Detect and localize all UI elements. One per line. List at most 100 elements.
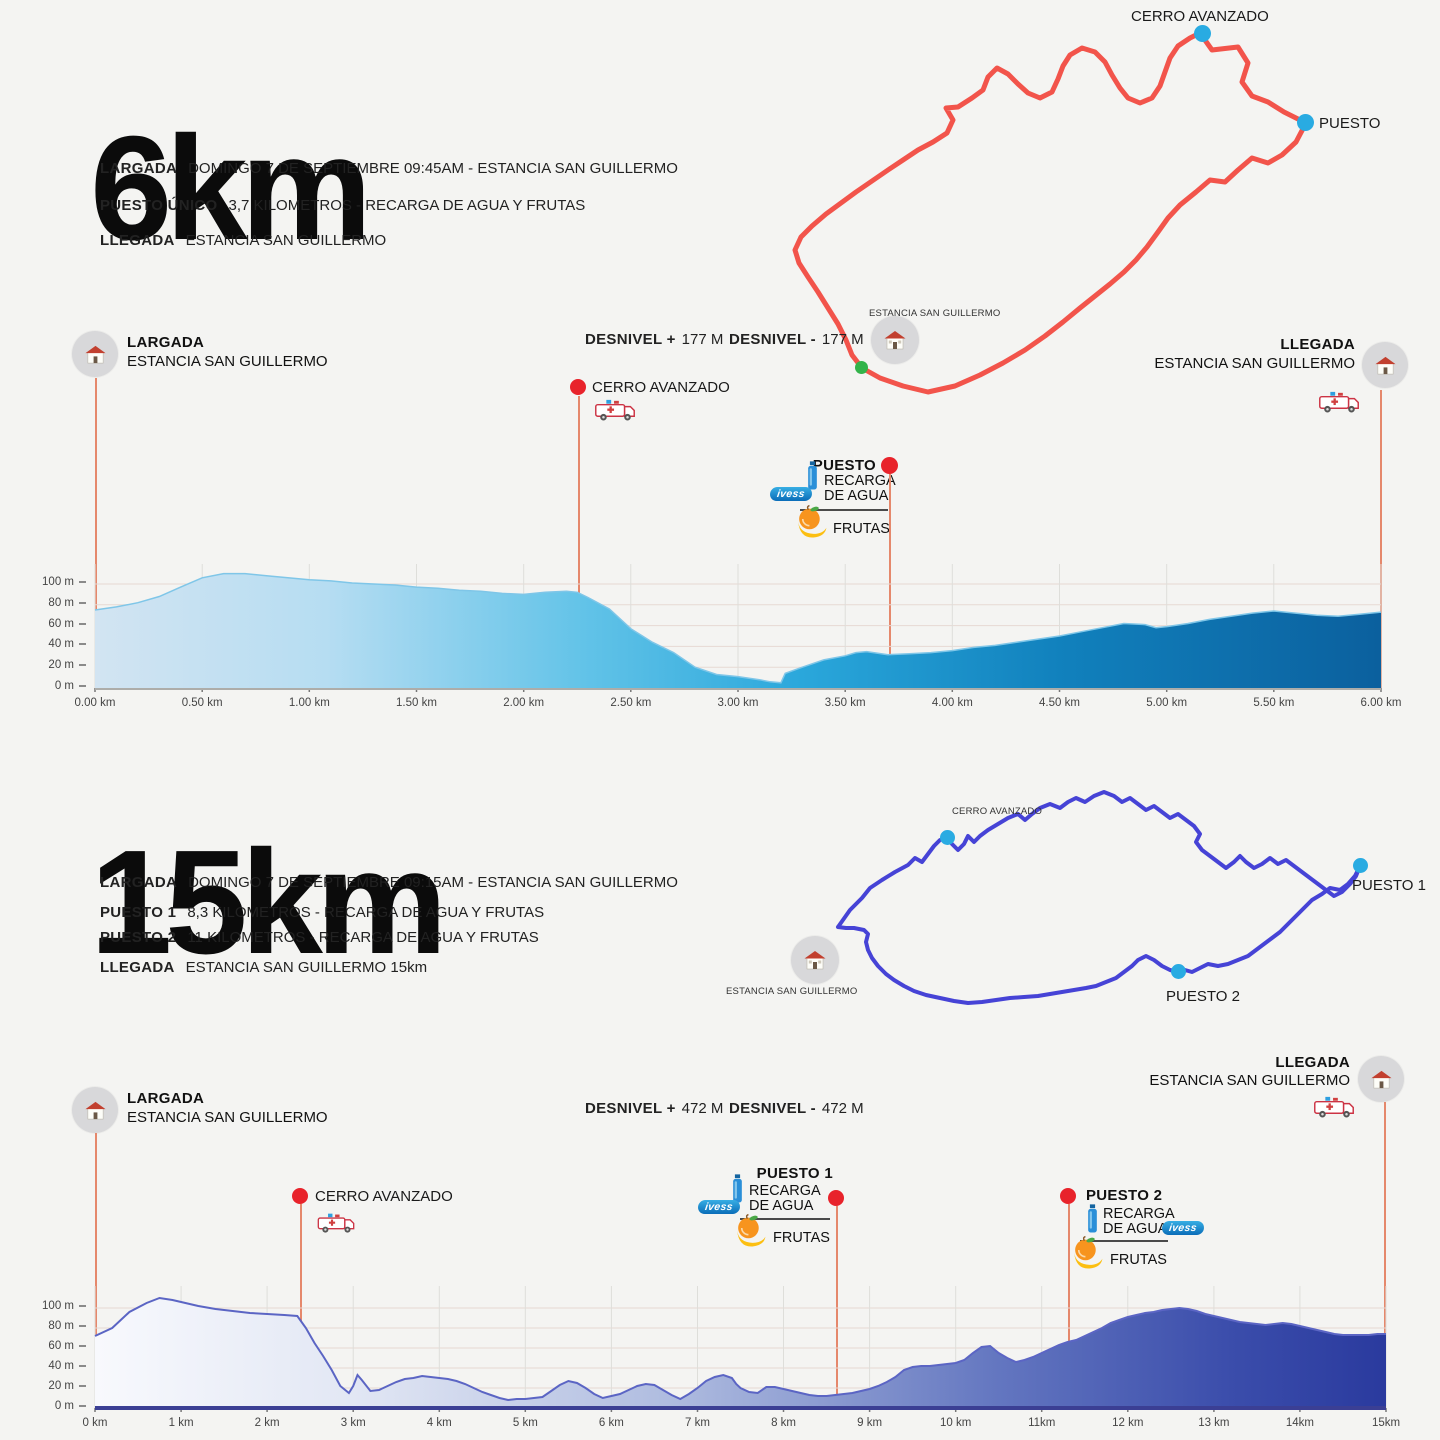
x-tick-label: 12 km [1112,1417,1144,1429]
llegada-sub-15km: ESTANCIA SAN GUILLERMO [1149,1072,1350,1089]
x-tick-label: 3.00 km [717,697,759,709]
fruits-icon [1070,1235,1105,1269]
x-tick-label: 3 km [340,1417,366,1429]
x-tick-label: 13 km [1198,1417,1230,1429]
y-tick-label: 100 m [42,576,86,588]
map-dot-cerro-15km [940,830,955,845]
puesto-title-6km: PUESTO [812,457,876,474]
puesto1-frutas: FRUTAS [773,1230,830,1246]
map-dot-puesto2-15km [1171,964,1186,979]
info-value: 3,7 KILOMETROS - RECARGA DE AGUA Y FRUTA… [228,197,586,214]
ambulance-icon [1317,389,1361,414]
marker-line-puesto2-15km [1068,1204,1070,1408]
info-label: PUESTO 2 [100,929,177,946]
x-tick-label: 4.00 km [931,697,973,709]
house-icon [84,345,106,363]
x-tick-label: 4 km [426,1417,452,1429]
llegada-house-icon-15km [1358,1056,1404,1102]
info-value: DOMINGO 7 DE SEPTIEMBRE 09:45AM - ESTANC… [188,160,678,177]
largada-label-6km: LARGADA [127,334,205,351]
fruits-icon [733,1213,768,1247]
puesto-recarga-line1-6km: RECARGA [824,473,896,489]
desnivel-plus-15km: DESNIVEL +472 M [585,1100,724,1117]
elevation-line-6km [94,572,1382,684]
x-tick-label: 10 km [939,1417,972,1429]
info-label: PUESTO 1 [100,904,177,921]
puesto-marker-dot-6km [881,457,898,474]
largada-house-icon-6km [72,331,118,377]
info-label: PUESTO ÚNICO [100,197,218,214]
puesto2-title-15km: PUESTO 2 [1086,1187,1163,1204]
info-puesto-6km: PUESTO ÚNICO 3,7 KILOMETROS - RECARGA DE … [100,197,585,214]
info-label: LLEGADA [100,232,175,249]
house-icon [1370,1070,1392,1088]
info-largada-15km: LARGADA DOMINGO 7 DE SEPTIEMBRE 09:15AM -… [100,874,678,891]
puesto2-recarga-line2: DE AGUA [1103,1221,1168,1237]
x-tick-label: 1.00 km [288,697,330,709]
x-tick-label: 8 km [771,1417,796,1429]
map-label-puesto1-15km: PUESTO 1 [1352,877,1426,894]
info-label: LLEGADA [100,959,175,976]
route-map-6km [792,30,1309,395]
y-tick-label: 60 m [48,1340,86,1352]
info-llegada-15km: LLEGADA ESTANCIA SAN GUILLERMO 15km [100,959,427,976]
cerro-marker-dot-6km [570,379,586,395]
x-tick-label: 5 km [512,1417,538,1429]
llegada-house-icon-6km [1362,342,1408,388]
largada-house-icon-15km [72,1087,118,1133]
elevation-area-6km [95,573,1381,688]
ivess-logo: ivess [697,1200,741,1214]
x-tick-label: 5.50 km [1253,697,1295,709]
llegada-sub-6km: ESTANCIA SAN GUILLERMO [1154,355,1355,372]
llegada-label-6km: LLEGADA [1280,336,1355,353]
puesto2-recarga-line1: RECARGA [1103,1206,1175,1222]
x-tick-label: 7 km [684,1417,710,1429]
x-tick-label: 0.00 km [74,697,116,709]
x-tick-label: 0 km [82,1417,108,1429]
largada-sub-6km: ESTANCIA SAN GUILLERMO [127,353,328,370]
marker-line-cerro-15km [300,1204,302,1408]
ambulance-icon [593,397,637,422]
y-tick-label: 0 m [55,1400,86,1412]
x-tick-label: 5.00 km [1146,697,1188,709]
y-tick-label: 100 m [42,1300,86,1312]
elevation-chart-6km [94,564,1382,692]
y-tick-label: 40 m [48,1360,86,1372]
info-llegada-6km: LLEGADA ESTANCIA SAN GUILLERMO [100,232,386,249]
desnivel-minus-15km: DESNIVEL -472 M [729,1100,864,1117]
cerro-marker-label-15km: CERRO AVANZADO [315,1188,453,1205]
ambulance-icon [316,1211,356,1234]
info-value: ESTANCIA SAN GUILLERMO 15km [185,959,428,976]
x-tick-label: 6 km [598,1417,624,1429]
fruits-icon [794,504,829,538]
section-6km-title: 6km [90,106,372,272]
y-tick-label: 20 m [48,1380,86,1392]
info-value: ESTANCIA SAN GUILLERMO [185,232,387,249]
map-dot-start-6km [855,361,868,374]
x-tick-label: 1.50 km [396,697,437,709]
largada-label-15km: LARGADA [127,1090,205,1107]
route-map-15km [836,790,1362,1005]
y-axis-labels-15km: 0 m 20 m 40 m 60 m 80 m 100 m [34,0,86,1440]
x-tick-label: 3.50 km [824,697,866,709]
estancia-house-icon [871,316,919,364]
puesto-frutas-6km: FRUTAS [833,521,890,537]
puesto1-marker-dot-15km [828,1190,844,1206]
house-icon [84,1101,106,1119]
cerro-marker-label-6km: CERRO AVANZADO [592,379,730,396]
map-dot-puesto-6km [1297,114,1314,131]
house-icon [804,951,826,970]
cerro-marker-dot-15km [292,1188,308,1204]
marker-line-llegada-15km [1384,1102,1386,1408]
map-label-cerro-6km: CERRO AVANZADO [1131,8,1269,25]
marker-line-largada-6km [95,378,97,688]
house-icon [1374,356,1396,374]
puesto2-divider [1080,1240,1168,1242]
section-15km-title: 15km [90,820,448,986]
info-puesto1-15km: PUESTO 1 8,3 KILOMETROS - RECARGA DE AGUA… [100,904,544,921]
ivess-logo: ivess [1161,1221,1205,1235]
desnivel-minus-6km: DESNIVEL -177 M [729,331,864,348]
elevation-chart-15km [94,1286,1387,1412]
water-bottle-icon [806,461,819,491]
route-path-6km [792,30,1309,395]
